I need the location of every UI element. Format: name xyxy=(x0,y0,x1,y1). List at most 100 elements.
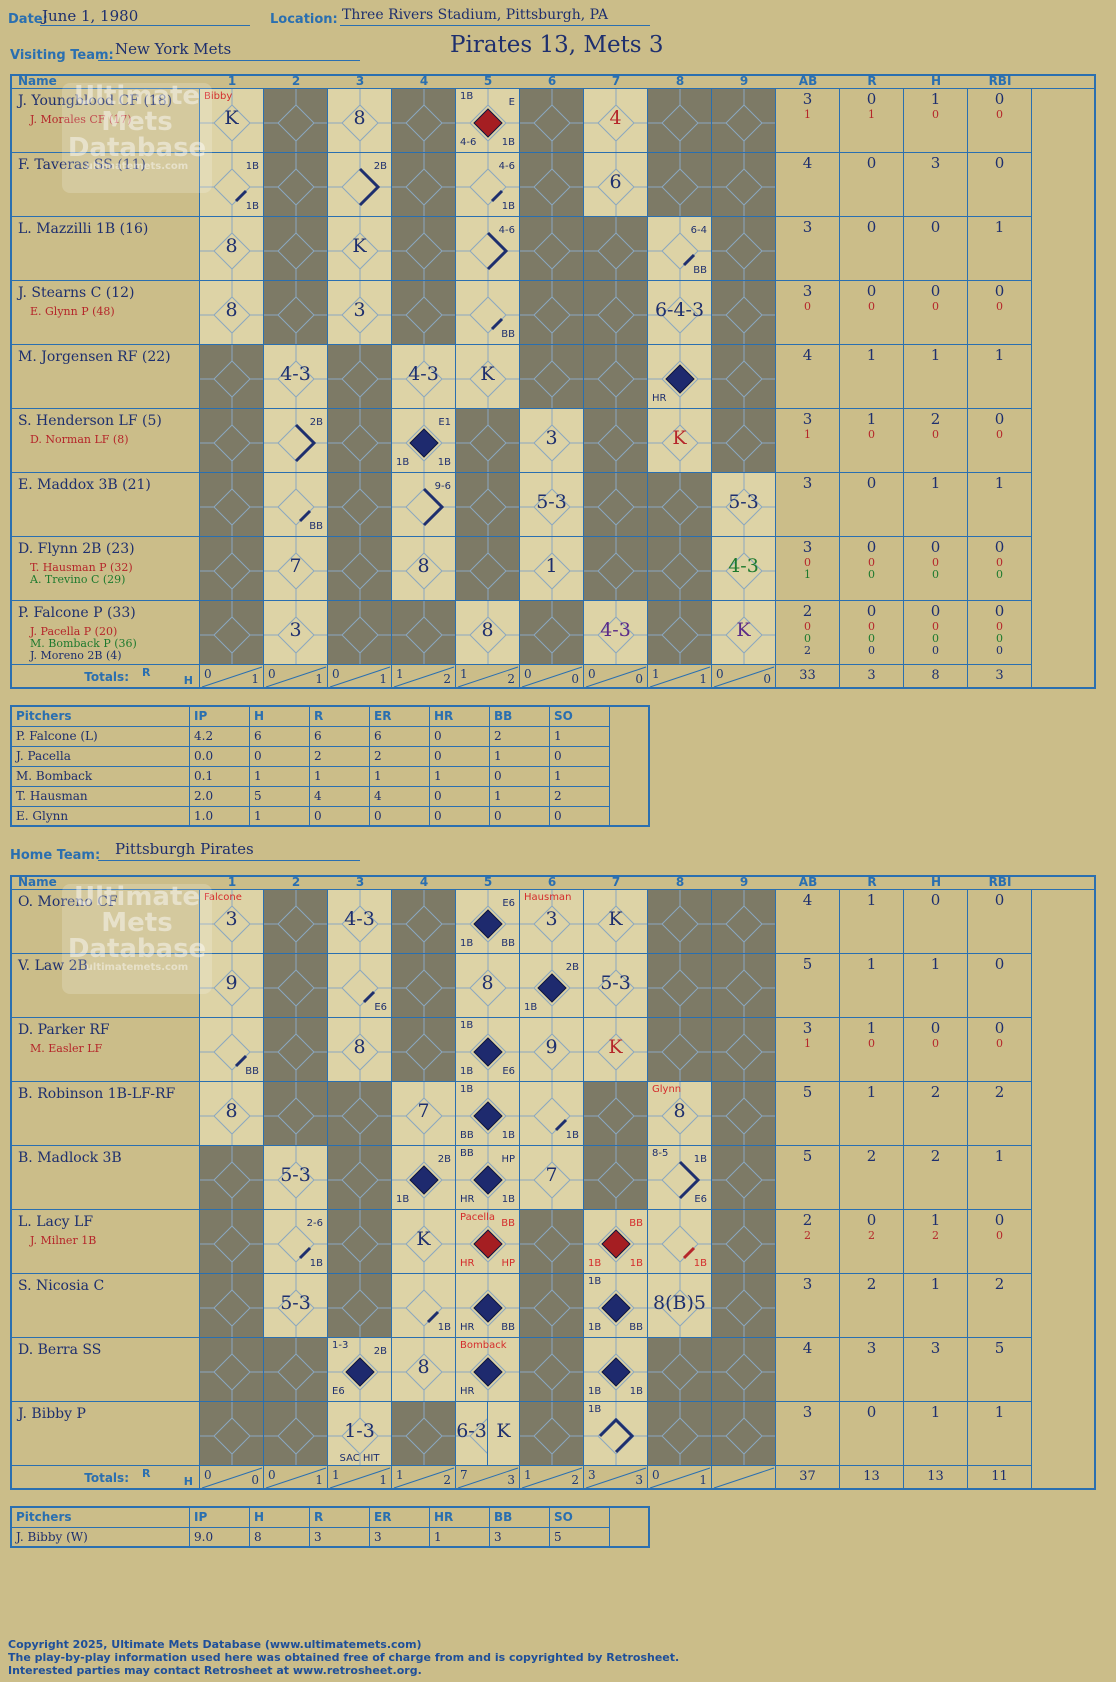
inning-runs: 1 xyxy=(396,1468,404,1482)
inning-box-1 xyxy=(200,601,264,665)
diamond-icon xyxy=(584,601,647,664)
play-result: 8 xyxy=(481,972,494,994)
stat-value: 5 xyxy=(994,1339,1005,1357)
play-result: K xyxy=(672,427,687,449)
play-result: 8 xyxy=(353,107,366,129)
player-name: B. Robinson 1B-LF-RF xyxy=(18,1086,176,1102)
column-header-inning-4: 4 xyxy=(392,875,456,890)
inning-box-3: 8 xyxy=(328,89,392,153)
pitcher-cell: 4 xyxy=(370,787,430,807)
stat-ab: 4 xyxy=(776,890,840,954)
base-annotation: 1B xyxy=(693,1154,707,1165)
base-annotation: 2B xyxy=(373,161,387,172)
inning-box-4 xyxy=(392,281,456,345)
stat-value: 3 xyxy=(802,1019,813,1037)
inning-box-3: 1-3 2B E6 xyxy=(328,1338,392,1402)
stat-value: 1 xyxy=(930,1275,941,1293)
inning-box-6: 2B 1B xyxy=(520,954,584,1018)
diamond-icon xyxy=(712,954,775,1017)
base-annotation: HR xyxy=(652,393,667,404)
inning-box-1: 1B 1B xyxy=(200,153,264,217)
base-annotation: BB xyxy=(693,265,707,276)
stat-value: 3 xyxy=(802,1275,813,1293)
inning-box-5: 6-3 xyxy=(456,1402,488,1466)
base-annotation: 1B xyxy=(437,457,451,468)
diamond-icon xyxy=(200,537,263,600)
diamond-icon xyxy=(712,1082,775,1145)
inning-box-3: 2B xyxy=(328,153,392,217)
diamond-icon xyxy=(712,281,775,344)
inning-box-2 xyxy=(264,1338,328,1402)
inning-box-2: 3 xyxy=(264,601,328,665)
date-label: Date: xyxy=(8,12,48,27)
diamond-icon xyxy=(264,473,327,536)
base-annotation: Hausman xyxy=(524,892,572,903)
inning-hits: 0 xyxy=(635,672,643,686)
inning-box-6: 5-3 xyxy=(520,473,584,537)
inning-box-5: BB xyxy=(456,281,520,345)
stat-value: 2 xyxy=(804,644,811,657)
inning-box-8: 1B xyxy=(648,1210,712,1274)
base-annotation: 1B xyxy=(588,1258,602,1269)
stat-value: 0 xyxy=(868,556,875,569)
diamond-icon xyxy=(520,473,583,536)
player-name: S. Nicosia C xyxy=(18,1278,105,1294)
inning-box-3 xyxy=(328,537,392,601)
play-result: 4-3 xyxy=(344,908,375,930)
column-header-inning-2: 2 xyxy=(264,74,328,89)
base-annotation: BB xyxy=(629,1218,643,1229)
stat-h: 1 xyxy=(904,1402,968,1466)
inning-box-8 xyxy=(648,89,712,153)
diamond-icon xyxy=(584,345,647,408)
inning-box-1 xyxy=(200,345,264,409)
stat-value: 1 xyxy=(930,1403,941,1421)
diamond-icon xyxy=(456,1018,519,1081)
play-result: K xyxy=(736,619,751,641)
totals-label: Totals: R H xyxy=(10,665,200,689)
inning-box-4 xyxy=(392,601,456,665)
stat-rbi: 0 xyxy=(968,954,1032,1018)
stat-ab: 3 xyxy=(776,473,840,537)
diamond-icon xyxy=(520,217,583,280)
inning-box-3: 3 xyxy=(328,281,392,345)
column-header-inning-3: 3 xyxy=(328,875,392,890)
stat-value: 0 xyxy=(994,1019,1005,1037)
stat-value: 0 xyxy=(932,428,939,441)
inning-box-2 xyxy=(264,217,328,281)
inning-box-7: K xyxy=(584,890,648,954)
diamond-icon xyxy=(648,217,711,280)
diamond-icon xyxy=(200,1018,263,1081)
pitcher-cell: 0 xyxy=(430,747,490,767)
stat-value: 0 xyxy=(932,108,939,121)
pitcher-cell: 0 xyxy=(550,807,610,827)
slash-divider xyxy=(265,666,327,688)
play-result: 8(B)5 xyxy=(653,1292,706,1314)
play-result: 4 xyxy=(609,107,622,129)
pitcher-cell: J. Pacella xyxy=(12,747,190,767)
inning-box-6: 3 xyxy=(520,409,584,473)
player-name: J. Bibby P xyxy=(18,1406,86,1422)
column-header-inning-1: 1 xyxy=(200,74,264,89)
diamond-icon xyxy=(712,473,775,536)
player-row-name: J. Youngblood CF (18) J. Morales CF (17) xyxy=(10,89,200,153)
slash-divider xyxy=(713,666,775,688)
diamond-icon xyxy=(264,890,327,953)
stat-value: 0 xyxy=(932,568,939,581)
inning-box-7 xyxy=(584,537,648,601)
diamond-icon xyxy=(648,1338,711,1401)
pitchers-header-cell: BB xyxy=(490,707,550,727)
inning-box-3 xyxy=(328,1210,392,1274)
stat-value: 0 xyxy=(866,218,877,236)
inning-box-5b: K xyxy=(488,1402,520,1466)
